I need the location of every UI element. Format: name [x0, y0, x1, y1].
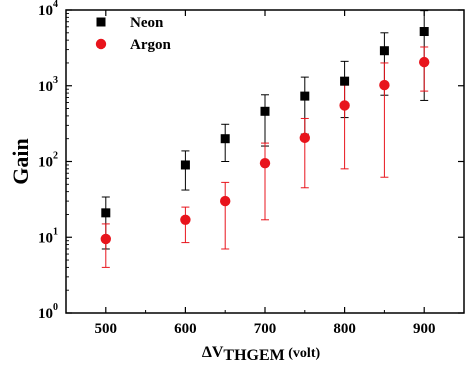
argon-point [100, 233, 112, 245]
x-tick-label: 600 [174, 321, 197, 337]
markers-layer [100, 27, 430, 245]
y-tick-label: 104 [38, 0, 58, 19]
y-tick-label: 103 [38, 75, 58, 95]
argon-point [259, 157, 271, 169]
y-tick-label: 101 [38, 226, 58, 246]
argon-point [220, 195, 231, 207]
neon-point [379, 46, 389, 56]
neon-point [300, 91, 310, 101]
argon-point [339, 100, 350, 111]
legend-label: Argon [130, 37, 171, 53]
x-tick-label: 800 [333, 321, 356, 337]
x-tick-label: 700 [254, 321, 277, 337]
neon-point [180, 160, 190, 170]
y-tick-label: 102 [38, 151, 58, 171]
legend-label: Neon [130, 15, 164, 31]
neon-point [419, 27, 429, 37]
y-tick-label: 100 [38, 302, 58, 322]
y-axis-title: Gain [8, 138, 33, 184]
argon-point [180, 214, 191, 225]
x-tick-label: 500 [95, 321, 118, 337]
x-tick-label: 900 [413, 321, 436, 337]
x-axis-title: ΔVTHGEM (volt) [202, 344, 321, 364]
neon-point [260, 106, 270, 116]
legend-marker-neon [96, 17, 106, 27]
argon-point [379, 79, 390, 91]
argon-point [419, 56, 430, 68]
neon-point [101, 208, 111, 218]
legend-marker-argon [95, 38, 107, 50]
argon-point [299, 132, 310, 144]
neon-point [340, 76, 350, 86]
neon-point [220, 134, 230, 144]
labels-layer: 500 600 700 800 900 100 101 102 103 104 ΔVTHGEM (v… [8, 0, 435, 364]
